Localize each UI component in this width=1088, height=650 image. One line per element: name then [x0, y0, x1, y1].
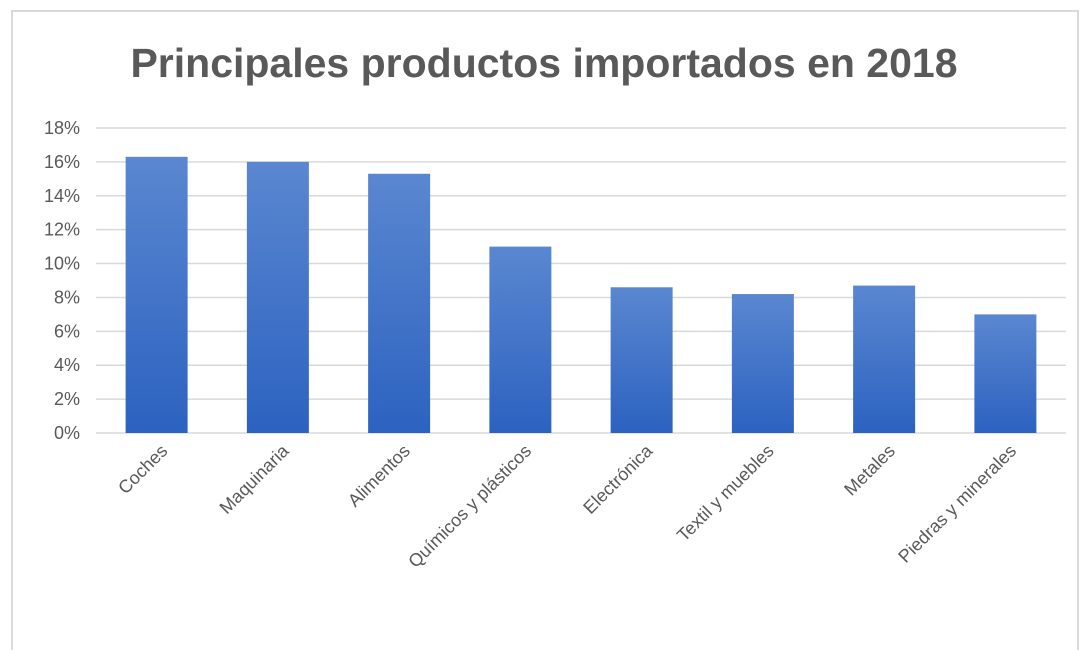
x-category-label: Maquinaria [216, 440, 294, 518]
y-tick-label: 0% [54, 423, 80, 443]
y-tick-label: 6% [54, 321, 80, 341]
bar [246, 161, 309, 433]
bars [125, 156, 1037, 434]
gridlines [96, 127, 1066, 434]
bar [974, 314, 1037, 433]
y-tick-label: 4% [54, 355, 80, 375]
bar [731, 294, 794, 433]
bar [125, 156, 188, 434]
y-axis-ticks: 0% 2% 4% 6% 8% 10% 12% 14% 16% 18% [44, 118, 80, 443]
y-tick-label: 2% [54, 389, 80, 409]
x-category-label: Alimentos [344, 441, 414, 511]
bar [853, 285, 916, 433]
x-category-label: Electrónica [579, 440, 657, 518]
y-tick-label: 10% [44, 254, 80, 274]
y-tick-label: 8% [54, 287, 80, 307]
x-category-label: Piedras y minerales [894, 441, 1020, 567]
chart-title: Principales productos importados en 2018 [130, 40, 958, 86]
x-category-label: Coches [114, 441, 171, 498]
bar [489, 246, 552, 433]
x-category-label: Textil y muebles [673, 441, 778, 546]
y-tick-label: 12% [44, 220, 80, 240]
x-category-label: Metales [840, 441, 899, 500]
y-tick-label: 16% [44, 152, 80, 172]
bar [368, 173, 431, 433]
bar [610, 287, 673, 433]
y-tick-label: 18% [44, 118, 80, 138]
y-tick-label: 14% [44, 186, 80, 206]
x-category-label: Químicos y plásticos [404, 441, 535, 572]
